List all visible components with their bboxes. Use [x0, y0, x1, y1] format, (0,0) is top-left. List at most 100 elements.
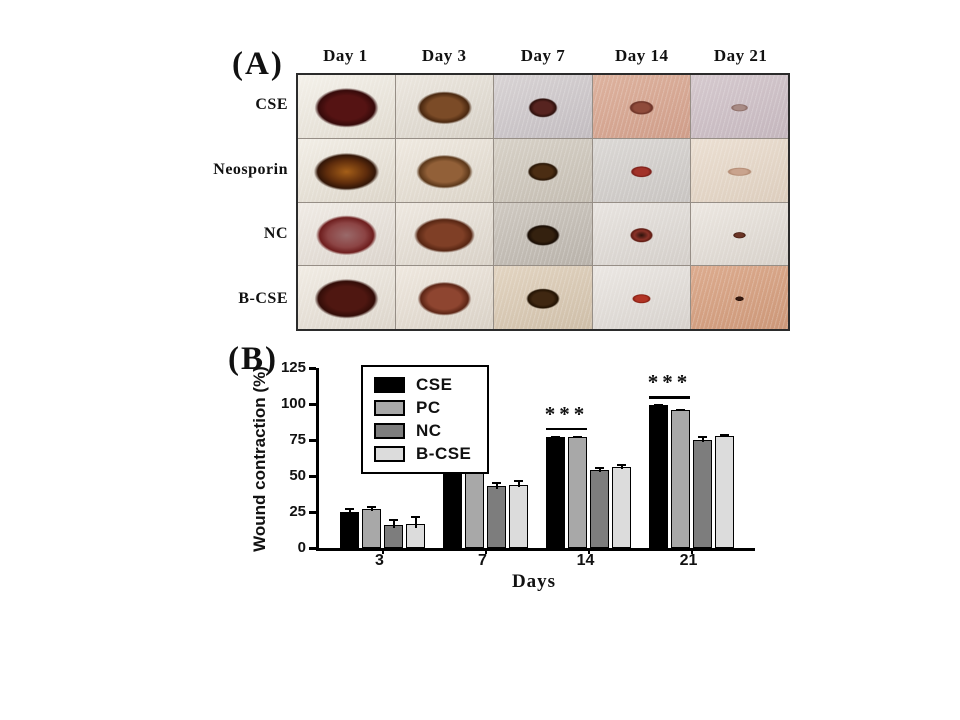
error-bar-line	[517, 480, 520, 488]
panel-b-label: (B)	[228, 341, 278, 377]
legend-item: NC	[374, 421, 471, 441]
wound-photo-cell	[298, 202, 396, 266]
wound-photo-cell	[298, 75, 396, 138]
bar-b-cse	[509, 484, 528, 548]
error-bar-cap	[492, 481, 501, 484]
treatment-row-label: CSE	[255, 96, 288, 114]
treatment-row-labels: CSE Neosporin NC B-CSE	[166, 73, 288, 331]
error-bar-line	[370, 506, 373, 511]
error-bar-line	[348, 507, 351, 515]
legend-label: NC	[416, 421, 442, 440]
wound-photo-cell	[494, 75, 592, 138]
error-bar-line	[392, 519, 395, 529]
day-header-label: Day 21	[713, 46, 768, 65]
significance-line	[649, 396, 690, 399]
x-tick-mark	[587, 548, 590, 554]
y-tick-mark	[309, 403, 316, 406]
chart-legend: CSE PC NC B-CSE	[361, 365, 490, 474]
error-bar-cap	[617, 464, 626, 467]
y-tick-label: 125	[280, 359, 306, 376]
wound-photo-cell	[592, 138, 690, 202]
y-axis-tick-labels: 0 25 50 75 100 125	[260, 359, 306, 558]
bar-nc	[590, 470, 609, 548]
x-axis-tick-labels: 3 7 14 21	[316, 552, 752, 572]
error-bar-line	[701, 436, 704, 443]
treatment-row-label: NC	[263, 225, 288, 243]
bar-b-cse	[612, 467, 631, 548]
x-tick-mark	[690, 548, 693, 554]
wound-photo-grid	[296, 73, 790, 331]
wound-photo-cell	[592, 266, 690, 329]
legend-item: B-CSE	[374, 444, 471, 464]
significance-stars: ***	[544, 401, 589, 426]
error-bar-cap	[367, 506, 376, 509]
bar-pc	[465, 465, 484, 548]
wound-photo-cell	[592, 75, 690, 138]
wound-photo-cell	[494, 266, 592, 329]
wound-photo-cell	[298, 266, 396, 329]
error-bar-line	[598, 466, 601, 473]
y-tick-mark	[309, 547, 316, 550]
day-header-label: Day 7	[520, 46, 566, 65]
error-bar-cap	[676, 409, 685, 412]
y-tick-label: 25	[289, 503, 306, 520]
significance-stars: ***	[647, 370, 692, 394]
x-tick-label: 7	[478, 552, 487, 569]
y-tick-mark	[309, 511, 316, 514]
bar-pc	[671, 409, 690, 548]
wound-photo-cell	[396, 202, 494, 266]
legend-item: CSE	[374, 375, 471, 395]
bar-cse	[546, 437, 565, 548]
error-bar-cap	[654, 404, 663, 406]
error-bar-line	[620, 464, 623, 470]
day-header-label: Day 14	[615, 46, 669, 65]
significance-line	[546, 427, 587, 431]
bar-b-cse	[715, 435, 734, 548]
legend-label: PC	[416, 398, 441, 417]
legend-label: B-CSE	[416, 444, 472, 463]
bar-group	[649, 368, 734, 548]
day-header-label: Day 1	[323, 46, 368, 65]
bar-pc	[362, 509, 381, 548]
error-bar-cap	[514, 480, 523, 483]
bar-group	[546, 368, 631, 548]
x-tick-label: 14	[576, 552, 595, 569]
wound-photo-cell	[396, 138, 494, 202]
wound-photo-cell	[298, 138, 396, 202]
wound-photo-cell	[690, 202, 788, 266]
error-bar-cap	[573, 435, 582, 438]
y-tick-label: 75	[289, 431, 306, 448]
x-tick-mark	[484, 548, 487, 554]
error-bar-cap	[411, 516, 420, 519]
error-bar-cap	[720, 434, 729, 437]
bar-cse	[649, 405, 668, 548]
error-bar-cap	[698, 436, 707, 439]
legend-swatch-nc	[374, 423, 405, 439]
bar-nc	[384, 524, 403, 548]
error-bar-line	[414, 516, 417, 528]
bar-cse	[443, 467, 462, 548]
error-bar-cap	[595, 466, 604, 469]
wound-photo-cell	[396, 266, 494, 329]
y-tick-mark	[309, 367, 316, 370]
bar-group	[340, 368, 425, 548]
legend-label: CSE	[416, 375, 453, 394]
x-tick-mark	[381, 548, 384, 554]
error-bar-cap	[551, 435, 560, 438]
day-header-label: Day 3	[421, 46, 467, 65]
legend-swatch-cse	[374, 377, 405, 393]
legend-item: PC	[374, 398, 471, 418]
wound-photo-cell	[690, 75, 788, 138]
y-tick-mark	[309, 475, 316, 478]
y-tick-label: 50	[289, 467, 306, 484]
wound-photo-cell	[690, 138, 788, 202]
error-bar-cap	[345, 507, 354, 510]
bar-pc	[568, 437, 587, 548]
bar-nc	[487, 486, 506, 548]
day-header-row: Day 1 Day 3 Day 7 Day 14 Day 21	[296, 46, 790, 70]
legend-swatch-pc	[374, 400, 405, 416]
error-bar-line	[495, 481, 498, 489]
treatment-row-label: B-CSE	[238, 289, 288, 307]
bar-nc	[693, 440, 712, 548]
wound-photo-cell	[592, 202, 690, 266]
